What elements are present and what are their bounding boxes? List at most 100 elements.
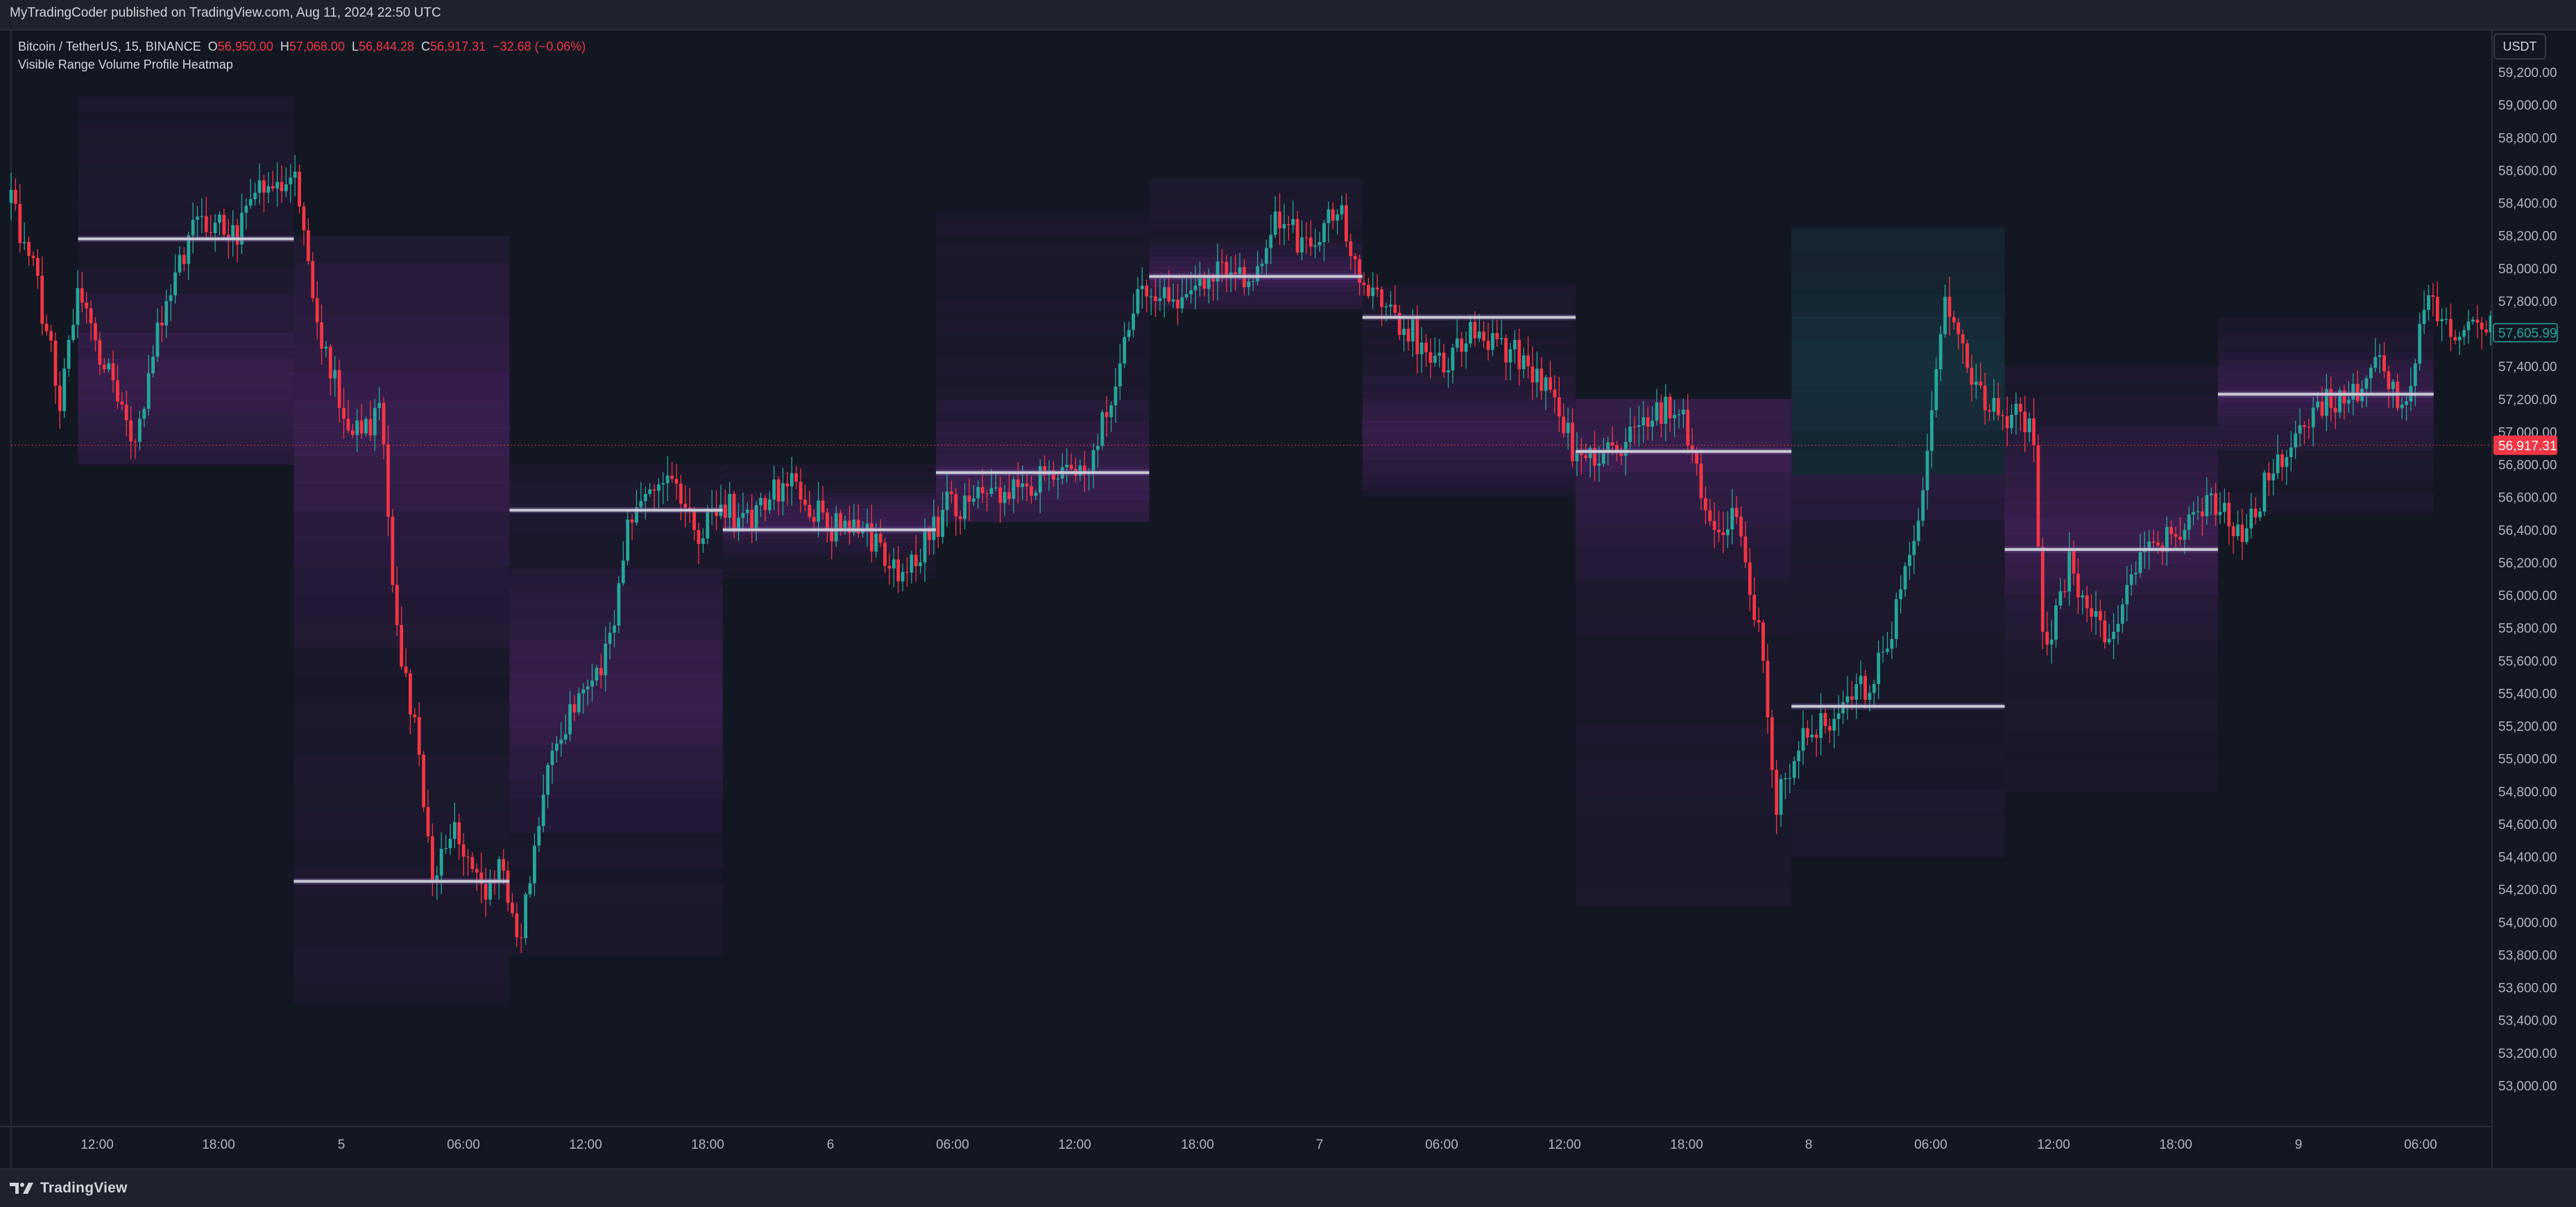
volume-profile-row	[722, 477, 937, 481]
candle-body	[1575, 452, 1579, 461]
chart-area[interactable]: 59,200.00 59,000.00 58,800.00 58,600.00 58,4…	[0, 31, 2576, 1168]
candle-body	[1819, 712, 1823, 738]
volume-profile-row	[1791, 812, 2005, 835]
volume-profile-row	[1791, 699, 2005, 723]
candle-body	[679, 483, 683, 504]
candle-body	[701, 538, 705, 545]
currency-button[interactable]: USDT	[2493, 33, 2546, 60]
volume-profile-row	[1362, 452, 1576, 460]
volume-profile-row	[722, 509, 937, 514]
volume-profile-row	[78, 123, 294, 137]
candle-body	[1140, 285, 1144, 289]
volume-profile-row	[2217, 317, 2434, 325]
volume-profile-row	[1576, 797, 1792, 816]
volume-profile-row	[1149, 281, 1363, 286]
volume-profile-row	[1149, 206, 1363, 212]
volume-profile-row	[1149, 248, 1363, 254]
price-chart[interactable]: 59,200.00 59,000.00 58,800.00 58,600.00 58,4…	[0, 31, 2576, 1168]
price-tick-label: 57,800.00	[2498, 295, 2557, 309]
volume-profile-row	[1362, 444, 1576, 452]
volume-profile-row	[2217, 352, 2434, 360]
indicator-legend[interactable]: Visible Range Volume Profile Heatmap	[18, 58, 233, 71]
symbol-name[interactable]: Bitcoin / TetherUS, 15, BINANCE	[18, 40, 201, 53]
volume-profile-row	[2217, 464, 2434, 472]
candle-body	[151, 357, 155, 374]
volume-profile-row	[2004, 488, 2218, 504]
volume-profile-row	[509, 587, 723, 606]
candle-body	[2049, 640, 2054, 645]
candle-body	[98, 340, 102, 365]
volume-profile-row	[78, 320, 294, 334]
candle-body	[2471, 319, 2475, 322]
volume-profile-row	[2004, 396, 2218, 413]
candle-body	[400, 625, 404, 667]
volume-profile-row	[509, 464, 723, 483]
candle-body	[2364, 378, 2369, 389]
candle-body	[572, 704, 577, 712]
volume-profile-row	[1791, 452, 2005, 475]
candle-body	[413, 714, 417, 717]
candle-body	[461, 844, 466, 857]
volume-profile-row	[1362, 375, 1576, 384]
volume-profile-row	[1149, 187, 1363, 193]
candle-body	[435, 875, 439, 882]
last-price-tag	[2493, 435, 2557, 455]
volume-profile-row	[722, 546, 937, 551]
candle-body	[2218, 511, 2222, 515]
candle-body	[2005, 416, 2009, 429]
price-scale[interactable]	[2492, 31, 2576, 1168]
candle-body	[226, 234, 230, 239]
candle-body	[2418, 324, 2422, 364]
candle-body	[2289, 447, 2293, 457]
volume-profile-row	[2217, 492, 2434, 500]
volume-profile-row	[1791, 520, 2005, 542]
candle-body	[1402, 328, 1406, 335]
volume-profile-row	[78, 136, 294, 150]
candle-body	[222, 214, 226, 235]
candle-body	[2258, 511, 2262, 517]
price-tick-label: 58,600.00	[2498, 164, 2557, 178]
candle-body	[1273, 211, 1277, 235]
time-tick-label: 12:00	[2037, 1138, 2070, 1152]
candle-body	[2094, 610, 2098, 617]
candle-body	[2112, 631, 2115, 640]
volume-profile-row	[78, 149, 294, 163]
volume-profile-row	[78, 293, 294, 307]
candle-body	[936, 516, 940, 537]
candle-body	[1597, 463, 1601, 466]
time-tick-label: 7	[1316, 1138, 1324, 1152]
volume-profile-row	[509, 640, 723, 658]
price-tick-label: 58,400.00	[2498, 197, 2557, 212]
candle-body	[2387, 371, 2391, 389]
candle-body	[1908, 555, 1911, 566]
candle-body	[27, 241, 31, 256]
candle-body	[1393, 305, 1397, 313]
volume-profile-row	[2217, 415, 2434, 423]
volume-profile-row	[293, 893, 510, 923]
candle-body	[1810, 735, 1814, 738]
candle-body	[244, 205, 248, 213]
volume-profile-row	[293, 674, 510, 703]
candle-body	[422, 755, 426, 807]
volume-profile-row	[1362, 466, 1576, 475]
candle-body	[1668, 396, 1672, 418]
candle-body	[2098, 610, 2102, 621]
candle-body	[2023, 411, 2027, 433]
candle-body	[373, 408, 377, 436]
candle-body	[1336, 214, 1340, 221]
candle-body	[2249, 508, 2253, 529]
volume-profile-row	[1362, 481, 1576, 490]
candle-body	[1965, 343, 1969, 368]
time-tick-label: 12:00	[1548, 1138, 1581, 1152]
volume-profile-row	[1576, 815, 1792, 834]
candle-body	[1104, 412, 1109, 418]
candle-body	[430, 836, 434, 882]
volume-profile-row	[293, 318, 510, 346]
volume-profile-row	[2217, 471, 2434, 479]
candle-body	[342, 407, 346, 419]
candle-body	[1521, 355, 1526, 370]
volume-profile-row	[722, 513, 937, 518]
candle-body	[1886, 649, 1889, 652]
volume-profile-row	[1576, 742, 1792, 762]
volume-profile-row	[2004, 624, 2218, 640]
